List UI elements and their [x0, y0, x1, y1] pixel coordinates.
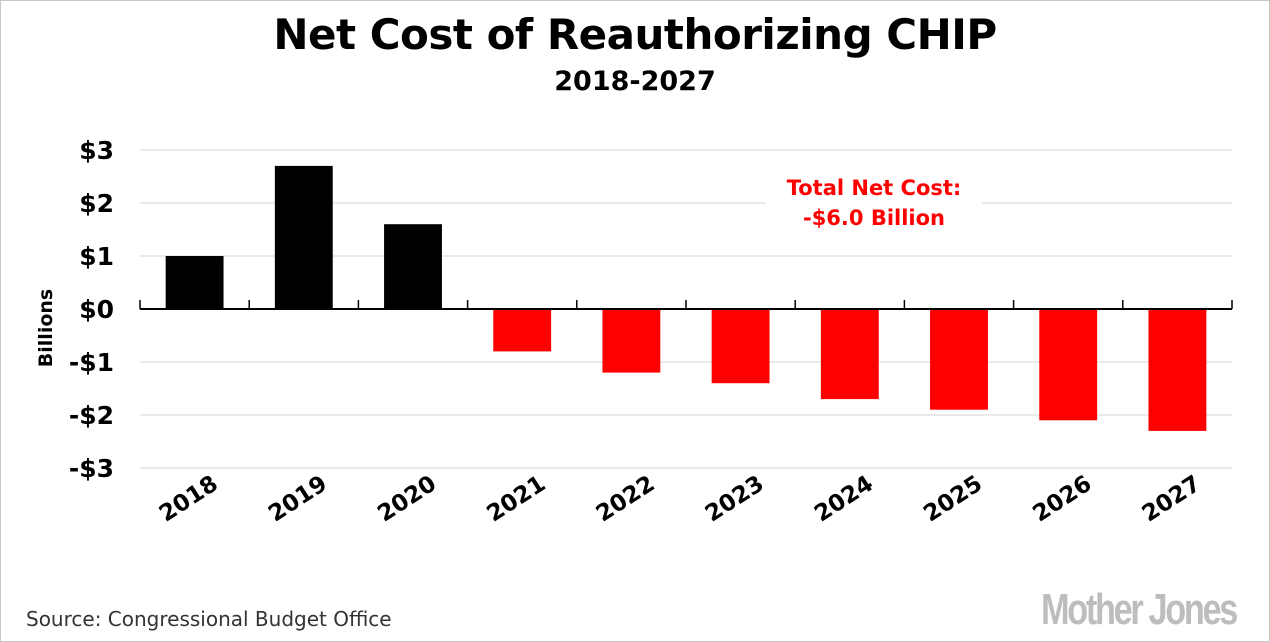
x-axis [139, 300, 1233, 310]
x-tick-label: 2025 [919, 471, 987, 528]
bar-2026 [1039, 309, 1098, 421]
y-tick-label: -$1 [69, 348, 114, 377]
annotation-line-2: -$6.0 Billion [803, 206, 945, 230]
bar-2023 [711, 309, 770, 384]
x-tick-label: 2024 [810, 471, 878, 528]
publisher-logo: Mother Jones [1040, 585, 1238, 634]
bar-2020 [384, 224, 442, 309]
chart-title: Net Cost of Reauthorizing CHIP [273, 10, 997, 59]
y-axis-label: Billions [35, 289, 57, 367]
bar-2018 [165, 256, 224, 309]
x-tick-label: 2020 [373, 471, 441, 528]
chart-subtitle: 2018-2027 [554, 66, 716, 97]
annotation-background [766, 172, 982, 234]
total-annotation: Total Net Cost: -$6.0 Billion [766, 172, 982, 234]
bar-chart: $3$2$1$0-$1-$2-$3 2018 2019 2020 2021 2022 20… [35, 136, 1233, 528]
x-tick-labels: 2018 2019 2020 2021 2022 2023 2024 2025 2026 2027 [155, 471, 1206, 528]
y-tick-label: $2 [79, 189, 114, 218]
y-tick-label: $1 [79, 242, 114, 271]
y-tick-label: -$3 [69, 454, 114, 483]
bar-2024 [820, 309, 879, 400]
bar-2025 [930, 309, 988, 410]
y-tick-label: -$2 [69, 401, 114, 430]
x-tick-label: 2027 [1138, 471, 1206, 528]
bars [165, 165, 1207, 431]
bar-2022 [602, 309, 661, 373]
x-tick-label: 2019 [264, 471, 332, 528]
bar-2019 [274, 165, 333, 309]
x-tick-label: 2023 [701, 471, 769, 528]
y-tick-label: $3 [79, 136, 114, 165]
x-tick-label: 2018 [155, 471, 223, 528]
x-tick-label: 2021 [482, 471, 550, 528]
source-note: Source: Congressional Budget Office [26, 607, 392, 631]
y-tick-labels: $3 $2 $1 $0 -$1 -$2 -$3 [69, 136, 114, 483]
bar-2021 [493, 309, 552, 352]
y-tick-label: $0 [79, 295, 114, 324]
x-tick-label: 2026 [1028, 471, 1096, 528]
x-tick-label: 2022 [592, 471, 660, 528]
annotation-line-1: Total Net Cost: [787, 176, 962, 200]
bar-2027 [1148, 309, 1207, 431]
